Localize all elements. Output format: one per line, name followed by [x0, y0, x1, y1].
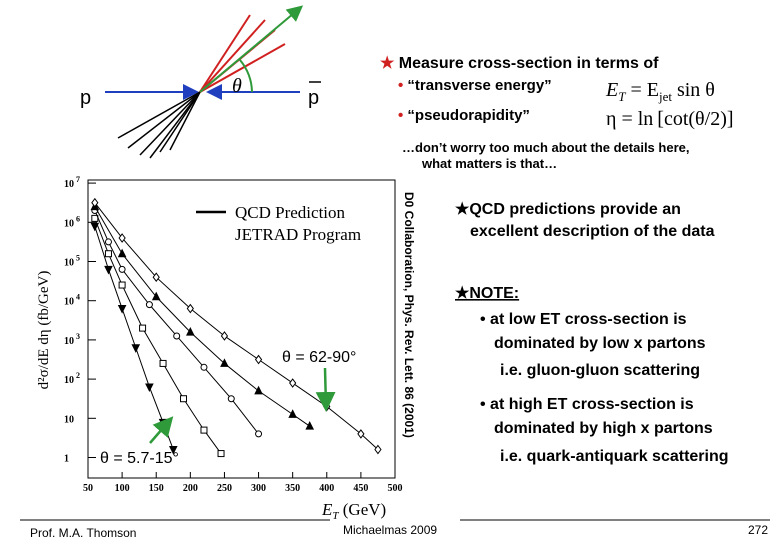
data-point	[288, 409, 297, 418]
intro-item: • “transverse energy”	[398, 77, 552, 94]
finding: i.e. quark-antiquark scattering	[500, 448, 729, 465]
footer-page: 272	[748, 523, 768, 537]
finding: excellent description of the data	[470, 223, 715, 240]
data-point	[117, 305, 127, 314]
finding: dominated by low x partons	[494, 335, 706, 352]
y-tick-label: 10 7	[64, 175, 80, 190]
y-tick-label: 10 6	[64, 214, 80, 229]
data-point	[104, 250, 112, 258]
angle-label: θ	[232, 75, 242, 97]
data-point	[186, 303, 194, 314]
x-tick-label: 100	[115, 483, 130, 494]
y-axis-label: d²σ/dE dη (fb/GeV)	[36, 271, 52, 390]
x-tick-label: 200	[183, 483, 198, 494]
formula: ET = Ejet sin θ	[605, 79, 715, 104]
particle-label: p	[308, 87, 319, 109]
plot-frame	[87, 179, 396, 479]
data-point	[104, 265, 113, 275]
annotation-arrow	[149, 416, 174, 444]
data-point	[180, 395, 188, 403]
data-point	[139, 324, 147, 332]
annotation: θ = 5.7-15°	[100, 450, 179, 467]
data-point	[255, 430, 263, 438]
data-point	[217, 450, 225, 458]
finding: ★NOTE:	[455, 285, 519, 302]
data-point	[145, 383, 154, 393]
data-point	[104, 238, 112, 246]
data-point	[152, 272, 160, 283]
formula: η = ln [cot(θ/2)]	[606, 108, 734, 130]
intro-title: ★ Measure cross-section in terms of	[380, 55, 659, 72]
x-axis-label-part: E	[321, 500, 333, 519]
footer-author: Prof. M.A. Thomson	[30, 526, 136, 540]
data-point	[305, 421, 315, 430]
x-tick-label: 500	[388, 483, 403, 494]
prediction-curve	[94, 202, 379, 450]
data-point	[118, 281, 126, 289]
prediction-curve	[94, 206, 311, 427]
note: what matters is that…	[421, 156, 557, 171]
credit: D0 Collaboration, Phys. Rev. Lett. 86 (2…	[402, 192, 416, 438]
x-tick-label: 350	[285, 483, 300, 494]
annotation: θ = 62-90°	[282, 349, 356, 366]
x-axis-label: ET (GeV)	[321, 500, 386, 522]
data-point	[254, 385, 263, 395]
data-point	[200, 426, 208, 434]
finding: • at low ET cross-section is	[480, 311, 687, 328]
collision-diagram: p θ p	[80, 5, 321, 159]
x-tick-label: 450	[353, 483, 368, 494]
findings: ★QCD predictions provide an excellent de…	[455, 201, 729, 465]
data-point	[186, 326, 195, 336]
y-tick-label: 10 5	[64, 254, 80, 269]
finding: ★QCD predictions provide an	[455, 201, 681, 218]
data-point	[357, 429, 365, 439]
data-point	[289, 378, 297, 388]
x-tick-label: 400	[319, 483, 334, 494]
y-tick-label: 10 4	[64, 293, 80, 308]
y-tick-label: 1	[64, 454, 69, 465]
data-point	[159, 359, 167, 367]
data-point	[173, 332, 181, 340]
annotation-arrow	[315, 367, 336, 412]
data-point	[200, 363, 208, 371]
data-point	[168, 446, 178, 455]
finding: i.e. gluon-gluon scattering	[500, 362, 700, 379]
prediction-curve	[94, 210, 259, 435]
footer-term: Michaelmas 2009	[343, 523, 437, 537]
data-point	[118, 233, 126, 243]
data-point	[131, 344, 141, 353]
x-tick-label: 250	[217, 483, 232, 494]
data-point	[145, 301, 153, 309]
legend-label: QCD Prediction	[235, 203, 346, 222]
data-point	[254, 354, 263, 365]
data-point	[220, 331, 229, 341]
particle-label: p	[80, 87, 91, 109]
data-point	[118, 265, 126, 273]
y-tick-label: 10 2	[64, 371, 80, 386]
x-tick-label: 50	[83, 483, 93, 494]
data-point	[91, 197, 99, 208]
note: …don’t worry too much about the details …	[402, 140, 689, 155]
legend-label: JETRAD Program	[235, 225, 361, 244]
x-tick-label: 300	[251, 483, 266, 494]
prediction-curve	[94, 218, 222, 454]
finding: • at high ET cross-section is	[480, 396, 694, 413]
finding: dominated by high x partons	[494, 420, 713, 437]
prediction-curve	[94, 226, 174, 450]
y-tick-label: 10 3	[64, 332, 80, 347]
x-axis-label-part: (GeV)	[339, 500, 387, 519]
y-tick-label: 10	[64, 414, 74, 425]
intro-item: • “pseudorapidity”	[398, 107, 530, 124]
data-point	[374, 444, 382, 455]
data-point	[227, 395, 235, 403]
data-point	[151, 291, 161, 301]
data-point	[220, 358, 229, 367]
data-point	[90, 222, 100, 232]
data-point	[117, 248, 127, 258]
x-axis-label-part: T	[332, 510, 339, 522]
x-tick-label: 150	[149, 483, 164, 494]
